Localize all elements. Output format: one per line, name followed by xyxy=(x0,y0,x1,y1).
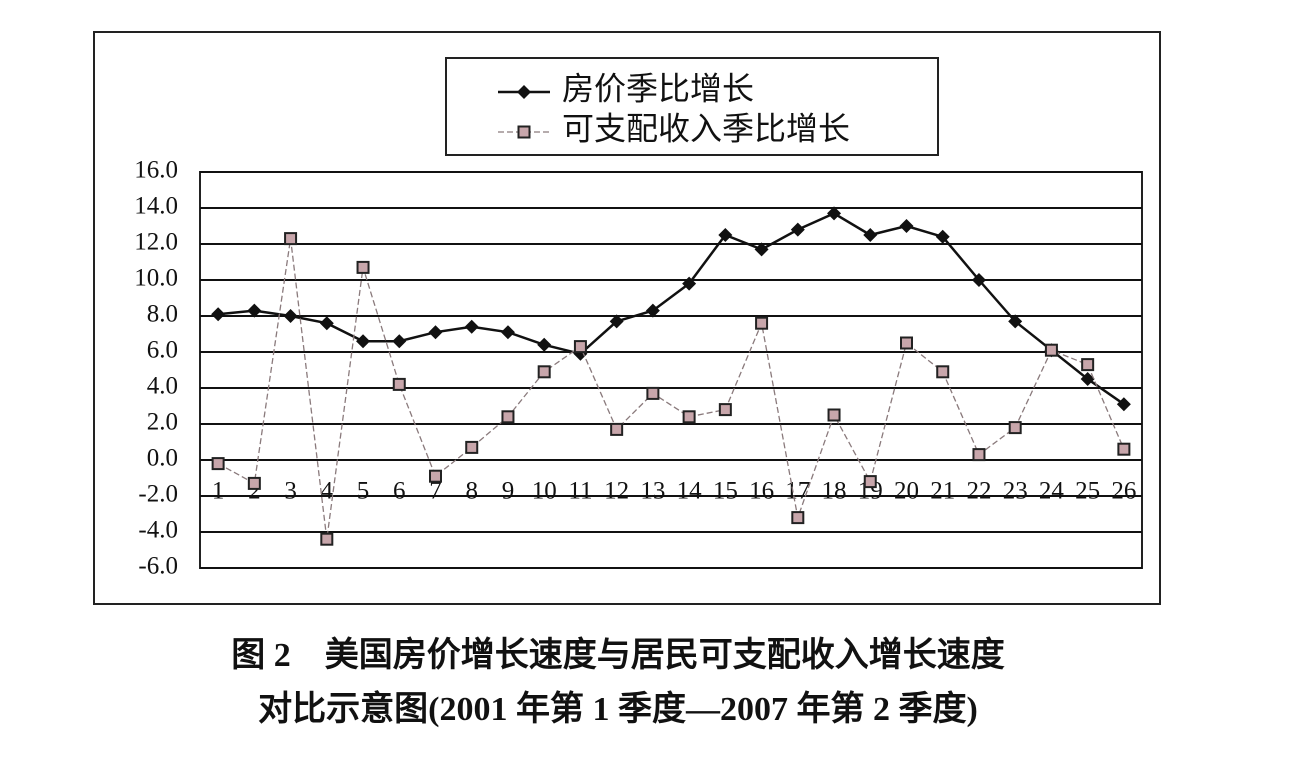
x-tick-label: 7 xyxy=(429,478,442,505)
data-point xyxy=(1080,372,1095,386)
x-tick-label: 16 xyxy=(749,478,774,505)
x-tick-label: 13 xyxy=(640,478,665,505)
y-tick-label: 4.0 xyxy=(147,373,178,400)
data-point xyxy=(718,228,733,242)
legend-label: 可支配收入季比增长 xyxy=(562,110,850,146)
y-tick-label: 14.0 xyxy=(134,193,178,220)
data-point xyxy=(319,316,334,331)
data-point xyxy=(211,457,225,471)
data-point xyxy=(863,475,877,489)
x-tick-label: 18 xyxy=(822,478,847,505)
x-tick-label: 22 xyxy=(966,478,991,505)
data-point xyxy=(1116,397,1131,412)
chart-frame xyxy=(93,31,1161,605)
legend-marker xyxy=(517,85,531,99)
legend-box xyxy=(445,57,939,156)
data-point xyxy=(1008,421,1022,435)
data-point xyxy=(1081,358,1095,372)
data-point xyxy=(827,408,841,422)
x-tick-label: 8 xyxy=(465,478,478,505)
y-tick-label: 10.0 xyxy=(134,265,178,292)
data-point xyxy=(645,303,660,318)
data-point xyxy=(392,377,406,391)
y-tick-label: 12.0 xyxy=(134,229,178,256)
x-tick-label: 6 xyxy=(393,478,406,505)
x-tick-label: 25 xyxy=(1075,478,1100,505)
data-point xyxy=(827,206,842,221)
data-point xyxy=(537,365,551,379)
x-tick-label: 15 xyxy=(713,478,738,505)
legend-label: 房价季比增长 xyxy=(562,70,754,106)
data-point xyxy=(971,273,986,287)
x-tick-label: 17 xyxy=(785,478,810,505)
data-point xyxy=(790,222,805,237)
data-point xyxy=(356,260,370,274)
data-point xyxy=(718,403,732,417)
data-point xyxy=(284,232,298,246)
y-tick-label: 8.0 xyxy=(147,301,178,328)
data-point xyxy=(972,448,986,462)
y-tick-label: 6.0 xyxy=(147,337,178,364)
plot-area xyxy=(199,171,1143,569)
data-point xyxy=(682,276,697,291)
x-tick-label: 3 xyxy=(284,478,297,505)
data-point xyxy=(609,314,624,329)
x-tick-label: 5 xyxy=(357,478,370,505)
data-point xyxy=(899,219,914,233)
x-tick-label: 24 xyxy=(1039,478,1065,505)
data-point xyxy=(465,440,479,454)
data-point xyxy=(755,316,769,330)
data-point xyxy=(211,307,226,322)
y-tick-label: 0.0 xyxy=(147,445,178,472)
x-tick-label: 14 xyxy=(677,478,703,505)
data-point xyxy=(537,337,552,352)
data-point xyxy=(1008,314,1023,329)
data-point xyxy=(682,410,696,424)
data-point xyxy=(1044,343,1058,357)
y-tick-label: 16.0 xyxy=(134,157,178,184)
x-tick-label: 9 xyxy=(502,478,515,505)
data-point xyxy=(320,532,334,546)
data-point xyxy=(900,336,913,350)
legend-marker xyxy=(517,125,531,139)
y-tick-label: -2.0 xyxy=(138,481,178,508)
caption: 图 2 美国房价增长速度与居民可支配收入增长速度 xyxy=(231,636,1005,674)
data-point xyxy=(935,229,950,244)
data-point xyxy=(283,309,298,323)
x-tick-label: 23 xyxy=(1003,478,1028,505)
x-tick-label: 20 xyxy=(894,478,919,505)
caption: 对比示意图(2001 年第 1 季度—2007 年第 2 季度) xyxy=(258,690,978,728)
data-point xyxy=(500,325,515,340)
data-point xyxy=(863,228,878,242)
data-point xyxy=(356,334,371,349)
x-tick-label: 21 xyxy=(930,478,955,505)
data-point xyxy=(428,325,443,340)
x-tick-label: 1 xyxy=(212,478,225,505)
data-point xyxy=(791,511,805,525)
x-tick-label: 12 xyxy=(604,478,629,505)
y-tick-label: 2.0 xyxy=(147,409,178,436)
y-tick-label: -6.0 xyxy=(138,553,178,580)
y-tick-label: -4.0 xyxy=(138,517,178,544)
data-point xyxy=(464,319,479,334)
data-point xyxy=(610,422,624,436)
data-point xyxy=(754,242,769,257)
data-point xyxy=(936,365,950,379)
data-point xyxy=(501,410,515,424)
x-tick-label: 11 xyxy=(568,478,592,505)
data-point xyxy=(247,476,261,490)
data-point xyxy=(1117,442,1131,456)
data-point xyxy=(247,303,262,318)
x-tick-label: 26 xyxy=(1111,478,1136,505)
data-point xyxy=(429,469,442,483)
x-tick-label: 10 xyxy=(532,478,557,505)
series-line xyxy=(217,211,1125,406)
series-line xyxy=(217,238,1125,540)
x-tick-label: 4 xyxy=(321,478,334,505)
data-point xyxy=(392,334,407,349)
data-point xyxy=(573,340,587,354)
data-point xyxy=(646,386,660,400)
